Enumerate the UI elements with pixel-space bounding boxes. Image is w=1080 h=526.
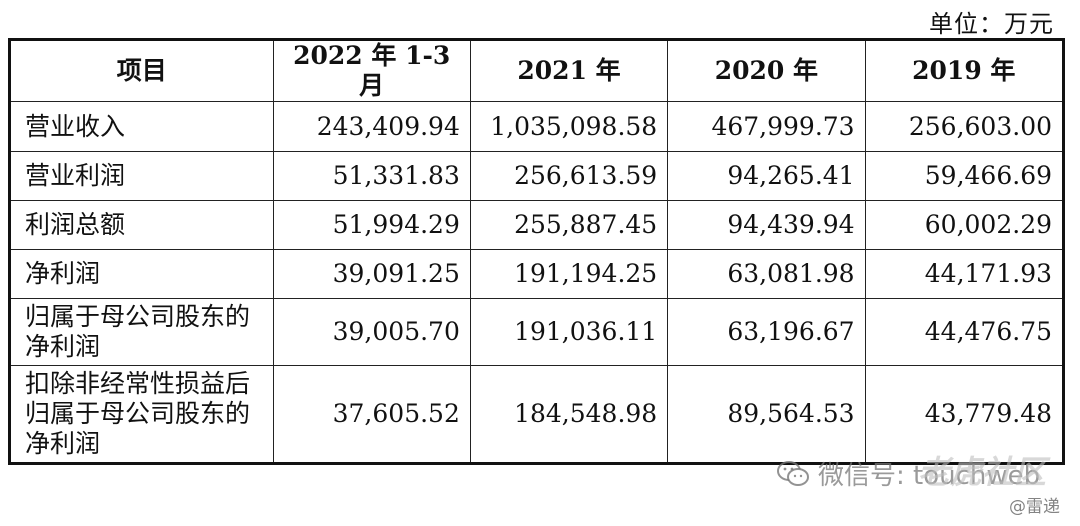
header-2019: 2019 年 bbox=[864, 39, 1065, 102]
header-2021: 2021 年 bbox=[469, 39, 669, 102]
financial-table: 项目 2022 年 1-3 月 2021 年 2020 年 2019 年 营业收… bbox=[8, 38, 1065, 465]
cell-value: 184,548.98 bbox=[469, 365, 669, 464]
header-item: 项目 bbox=[9, 39, 274, 102]
row-label: 营业利润 bbox=[9, 151, 274, 201]
cell-value: 94,439.94 bbox=[667, 200, 866, 250]
cell-value: 60,002.29 bbox=[864, 200, 1065, 250]
cell-value: 43,779.48 bbox=[864, 365, 1065, 464]
cell-value: 59,466.69 bbox=[864, 151, 1065, 201]
table-header-row: 项目 2022 年 1-3 月 2021 年 2020 年 2019 年 bbox=[9, 39, 1065, 102]
table-row: 营业利润 51,331.83 256,613.59 94,265.41 59,4… bbox=[9, 151, 1065, 201]
cell-value: 243,409.94 bbox=[272, 101, 471, 152]
cell-value: 1,035,098.58 bbox=[469, 101, 669, 152]
row-label: 营业收入 bbox=[9, 101, 274, 152]
cell-value: 256,603.00 bbox=[864, 101, 1065, 152]
cell-value: 44,476.75 bbox=[864, 298, 1065, 366]
table-row: 扣除非经常性损益后 归属于母公司股东的 净利润 37,605.52 184,548.… bbox=[9, 365, 1065, 464]
table-row: 净利润 39,091.25 191,194.25 63,081.98 44,17… bbox=[9, 249, 1065, 299]
row-label: 扣除非经常性损益后 归属于母公司股东的 净利润 bbox=[9, 365, 274, 464]
cell-value: 191,036.11 bbox=[469, 298, 669, 366]
table-row: 利润总额 51,994.29 255,887.45 94,439.94 60,0… bbox=[9, 200, 1065, 250]
cell-value: 37,605.52 bbox=[272, 365, 471, 464]
cell-value: 63,081.98 bbox=[667, 249, 866, 299]
cell-value: 39,005.70 bbox=[272, 298, 471, 366]
wechat-icon bbox=[777, 460, 809, 486]
cell-value: 51,331.83 bbox=[272, 151, 471, 201]
row-label: 利润总额 bbox=[9, 200, 274, 250]
cell-value: 39,091.25 bbox=[272, 249, 471, 299]
table-row: 归属于母公司股东的 净利润 39,005.70 191,036.11 63,196… bbox=[9, 298, 1065, 366]
cell-value: 256,613.59 bbox=[469, 151, 669, 201]
cell-value: 44,171.93 bbox=[864, 249, 1065, 299]
cell-value: 94,265.41 bbox=[667, 151, 866, 201]
cell-value: 63,196.67 bbox=[667, 298, 866, 366]
wechat-watermark: 微信号: touchweb bbox=[776, 455, 1040, 492]
row-label: 净利润 bbox=[9, 249, 274, 299]
site-watermark: 老虎社区 bbox=[918, 453, 1047, 491]
cell-value: 467,999.73 bbox=[667, 101, 866, 152]
unit-label: 单位：万元 bbox=[929, 10, 1054, 38]
cell-value: 255,887.45 bbox=[469, 200, 669, 250]
source-watermark: @雷递 bbox=[1009, 497, 1060, 517]
wechat-id-text: 微信号: touchweb bbox=[818, 461, 1041, 491]
cell-value: 51,994.29 bbox=[272, 200, 471, 250]
cell-value: 89,564.53 bbox=[667, 365, 866, 464]
row-label: 归属于母公司股东的 净利润 bbox=[9, 298, 274, 366]
cell-value: 191,194.25 bbox=[469, 249, 669, 299]
header-2022q1: 2022 年 1-3 月 bbox=[272, 39, 471, 102]
header-2020: 2020 年 bbox=[667, 39, 866, 102]
table-row: 营业收入 243,409.94 1,035,098.58 467,999.73 … bbox=[9, 101, 1065, 152]
